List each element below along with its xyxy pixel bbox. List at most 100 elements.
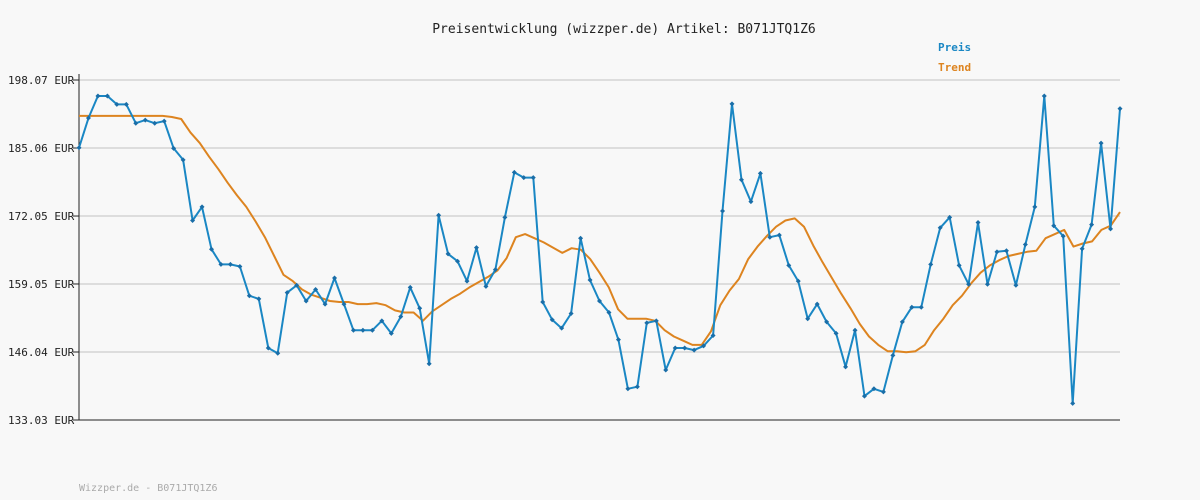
data-point-preis [388,330,394,336]
data-point-preis [871,386,877,392]
data-point-preis [341,301,347,307]
data-point-preis [332,275,338,281]
data-point-preis [1051,223,1057,229]
data-point-preis [729,101,735,107]
data-point-preis [256,296,262,302]
data-point-preis [738,177,744,183]
data-point-preis [947,214,953,220]
data-point-preis [824,319,830,325]
data-point-preis [1108,226,1114,232]
data-point-preis [350,327,356,333]
axes [73,74,1120,421]
footer-source: Wizzper.de - B071JTQ1Z6 [79,483,217,494]
data-point-preis [275,350,281,356]
data-point-preis [379,318,385,324]
data-point-preis [369,327,375,333]
data-point-preis [502,214,508,220]
data-point-preis [861,393,867,399]
y-tick-label: 159.05 EUR [8,278,75,291]
data-point-preis [852,327,858,333]
data-point-preis [85,115,91,121]
y-tick-label: 146.04 EUR [8,346,75,359]
data-point-preis [142,117,148,123]
data-point-preis [180,157,186,163]
data-point-preis [833,330,839,336]
data-point-preis [578,235,584,241]
data-point-preis [511,169,517,175]
series-line-trend [79,114,1121,354]
data-point-preis [265,345,271,351]
y-tick-label: 172.05 EUR [8,210,75,223]
data-point-preis [975,220,981,226]
data-point-preis [710,332,716,338]
data-point-preis [701,343,707,349]
data-point-preis [615,337,621,343]
data-point-preis [190,217,196,223]
data-point-preis [104,93,110,99]
data-point-preis [880,389,886,395]
data-point-preis [625,386,631,392]
data-point-preis [1089,222,1095,228]
data-point-preis [786,262,792,268]
data-point-preis [568,311,574,317]
data-point-preis [123,101,129,107]
data-point-preis [748,199,754,205]
data-point-preis [776,232,782,238]
data-point-preis [1003,248,1009,254]
data-point-preis [171,145,177,151]
data-point-preis [720,208,726,214]
data-point-preis [1041,93,1047,99]
data-point-preis [530,175,536,181]
data-point-preis [492,267,498,273]
data-point-preis [890,352,896,358]
data-point-preis [227,261,233,267]
data-point-preis [644,320,650,326]
data-point-preis [899,319,905,325]
data-point-preis [540,299,546,305]
data-point-preis [455,258,461,264]
data-point-preis [313,286,319,292]
data-point-preis [937,225,943,231]
data-point-preis [76,145,82,151]
data-point-preis [966,281,972,287]
data-point-preis [426,361,432,367]
data-point-preis [985,281,991,287]
data-point-preis [1022,242,1028,248]
data-point-preis [398,314,404,320]
data-point-preis [757,170,763,176]
data-point-preis [691,347,697,353]
data-point-preis [597,298,602,304]
data-point-preis [1013,282,1019,288]
chart-title: Preisentwicklung (wizzper.de) Artikel: B… [432,22,816,37]
data-point-preis [814,301,820,307]
data-point-preis [322,301,328,307]
data-point-preis [767,234,773,240]
data-point-preis [994,249,1000,255]
data-point-preis [909,304,915,310]
data-point-preis [133,120,139,126]
data-point-preis [928,261,934,267]
data-point-preis [436,212,442,218]
data-point-preis [795,278,801,284]
data-point-preis [1060,233,1066,239]
data-point-preis [95,93,101,99]
data-point-preis [559,325,565,331]
data-point-preis [218,261,224,267]
data-point-preis [208,246,214,252]
legend-preis: Preis [938,41,971,54]
data-point-preis [805,316,811,322]
data-point-preis [152,120,158,126]
data-point-preis [464,278,470,284]
legend-trend: Trend [938,61,971,74]
data-point-preis [549,317,555,323]
data-point-preis [417,305,423,311]
data-point-preis [1079,246,1085,252]
data-point-preis [237,263,243,269]
data-point-preis [843,364,849,370]
data-point-preis [606,309,612,315]
y-tick-labels: 198.07 EUR 185.06 EUR 172.05 EUR 159.05 EUR… [8,74,75,427]
data-point-preis [407,284,413,290]
data-point-preis [1098,140,1104,146]
